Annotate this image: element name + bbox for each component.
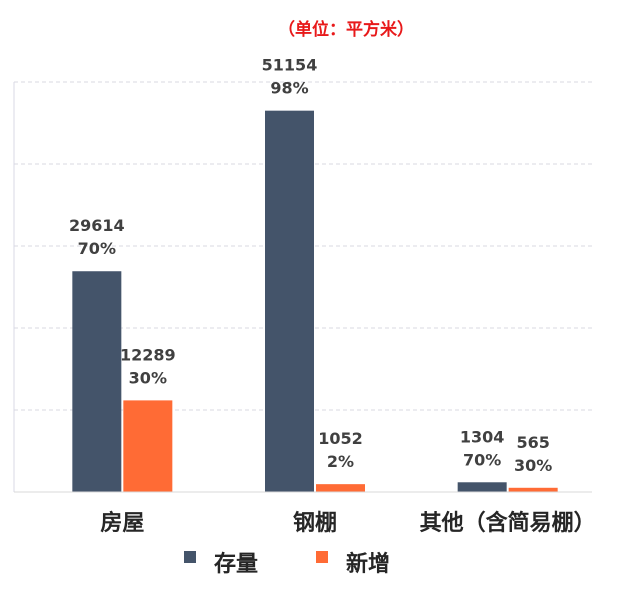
- legend-label: 新增: [346, 551, 390, 577]
- bar-新增-钢棚: [316, 484, 365, 492]
- bar-存量-房屋: [72, 271, 122, 492]
- data-label-percent: 30%: [514, 456, 552, 475]
- legend-swatch: [184, 551, 196, 563]
- bar-新增-其他（含简易棚）: [508, 487, 558, 492]
- data-label-value: 1052: [318, 429, 363, 448]
- category-label: 钢棚: [293, 510, 337, 536]
- data-label-percent: 2%: [327, 452, 354, 471]
- data-label-value: 1304: [460, 427, 505, 446]
- category-labels-group: 房屋 钢棚 其他（含简易棚）: [100, 510, 595, 536]
- data-label-value: 29614: [69, 216, 125, 235]
- category-label: 房屋: [100, 510, 144, 536]
- legend: 存量 新增: [184, 551, 390, 577]
- data-label-value: 51154: [262, 56, 318, 75]
- data-label-percent: 70%: [463, 450, 501, 469]
- unit-note: （单位：平方米）: [278, 19, 414, 40]
- data-labels-group: 29614 70% 12289 30% 51154 98% 1052 2% 1304 70% 565…: [69, 56, 552, 475]
- bar-存量-其他（含简易棚）: [457, 482, 507, 492]
- bar-新增-房屋: [123, 400, 173, 492]
- bar-存量-钢棚: [265, 110, 314, 493]
- legend-label: 存量: [214, 551, 258, 577]
- data-label-percent: 98%: [270, 79, 308, 98]
- data-label-percent: 70%: [78, 239, 116, 258]
- data-label-value: 565: [516, 433, 549, 452]
- bars-group: [72, 110, 558, 493]
- data-label-value: 12289: [120, 345, 176, 364]
- data-label-percent: 30%: [129, 368, 167, 387]
- legend-swatch: [316, 551, 328, 563]
- category-label: 其他（含简易棚）: [420, 510, 596, 536]
